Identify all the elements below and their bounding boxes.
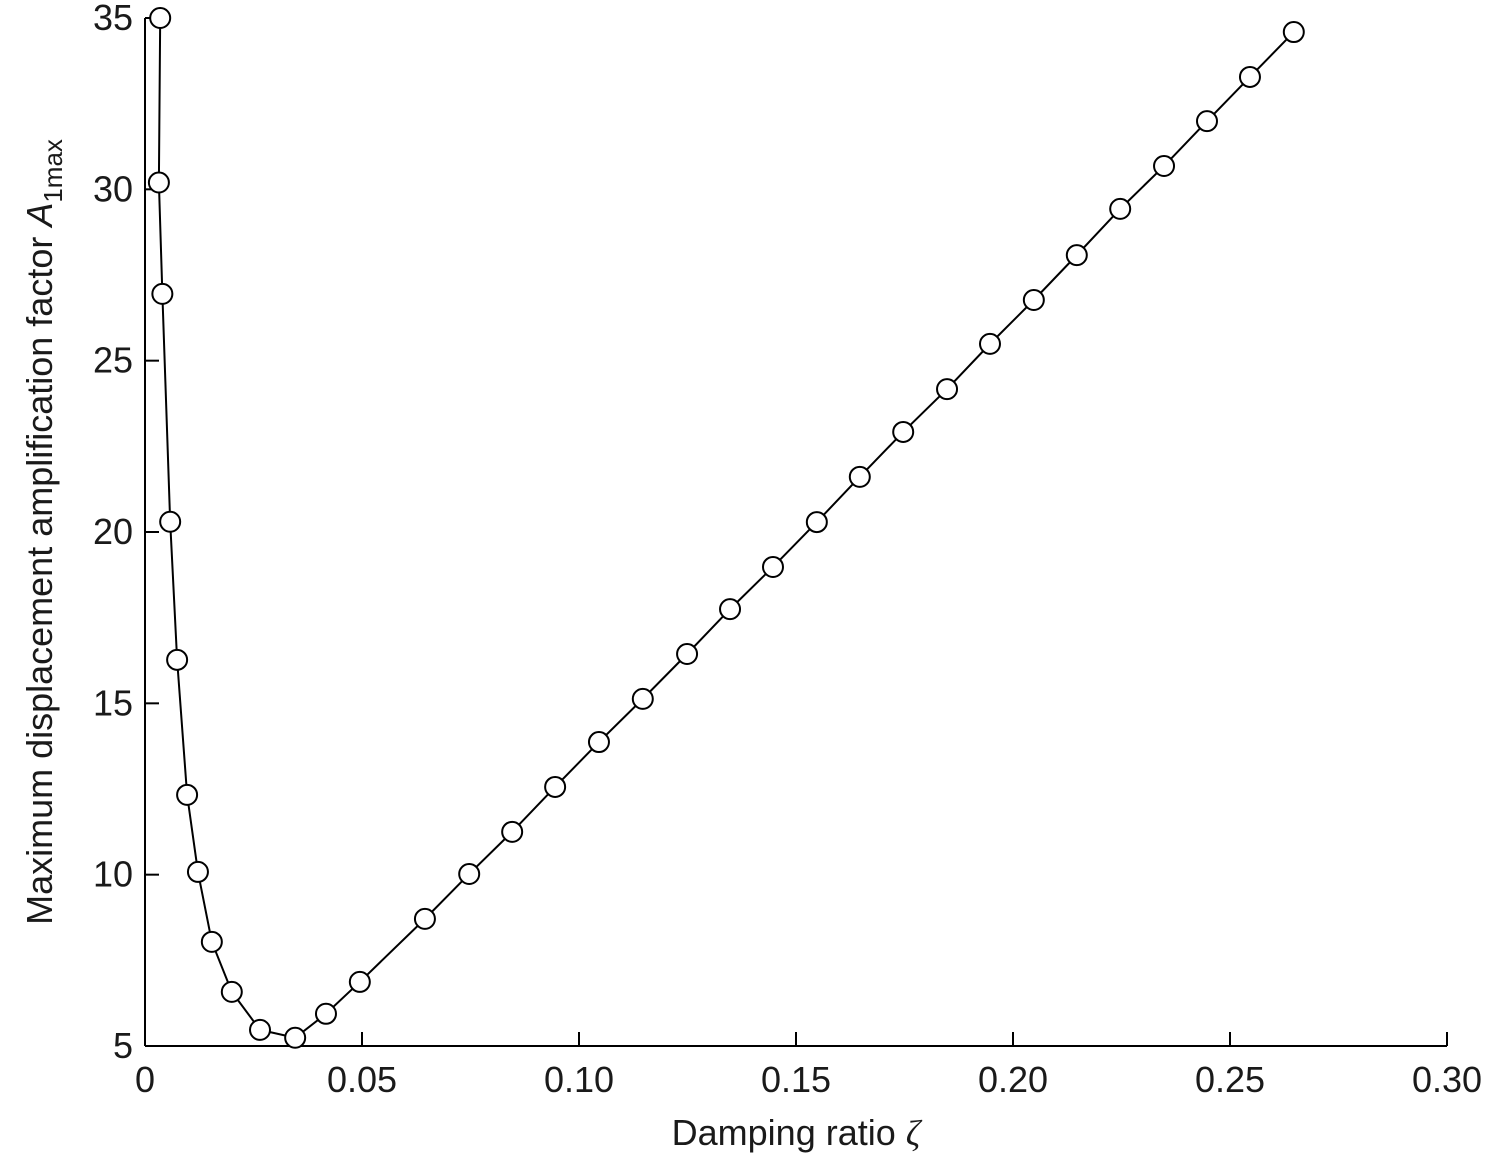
point (151, 282, 174, 305)
point (631, 687, 654, 710)
point (200, 930, 223, 953)
x-tick-label: 0.05 (327, 1059, 397, 1100)
point (458, 862, 481, 885)
point (159, 510, 182, 533)
y-tick-label: 5 (113, 1025, 133, 1066)
x-tick-label: 0.15 (761, 1059, 831, 1100)
point (936, 378, 959, 401)
point (186, 860, 209, 883)
point (176, 783, 199, 806)
y-tick-label: 35 (93, 0, 133, 38)
point (314, 1002, 337, 1025)
point (676, 642, 699, 665)
y-tick-label: 25 (93, 340, 133, 381)
point (284, 1026, 307, 1049)
point (1195, 110, 1218, 133)
point (249, 1018, 272, 1041)
point (1153, 155, 1176, 178)
point (544, 775, 567, 798)
x-tick-label: 0.20 (978, 1059, 1048, 1100)
point (848, 465, 871, 488)
point (1022, 289, 1045, 312)
y-tick-label: 15 (93, 682, 133, 723)
y-tick-label: 30 (93, 168, 133, 209)
x-tick-label: 0.25 (1195, 1059, 1265, 1100)
point (805, 511, 828, 534)
point (1238, 65, 1261, 88)
point (1109, 197, 1132, 220)
x-label-symbol: ζ (906, 1113, 923, 1153)
point (149, 7, 172, 29)
point (1065, 244, 1088, 267)
point (719, 598, 742, 621)
point (348, 970, 371, 993)
point (978, 332, 1001, 355)
x-label-text: Damping ratio (672, 1112, 906, 1153)
y-axis-label: Maximum displacement amplification facto… (19, 139, 68, 925)
x-tick-label: 0.30 (1412, 1059, 1482, 1100)
y-label-symbol: A (19, 203, 60, 229)
point (147, 171, 170, 194)
x-tick-label: 0.10 (544, 1059, 614, 1100)
point (892, 420, 915, 443)
x-axis-label: Damping ratio ζ (672, 1112, 923, 1153)
point (1282, 21, 1305, 44)
point (587, 731, 610, 754)
x-tick-label: 0 (135, 1059, 155, 1100)
point (413, 907, 436, 930)
y-tick-label: 20 (93, 511, 133, 552)
point (761, 555, 784, 578)
y-label-text: Maximum displacement amplification facto… (19, 227, 60, 925)
point (166, 648, 189, 671)
point (220, 980, 243, 1003)
y-tick-label: 10 (93, 854, 133, 895)
point (501, 820, 524, 843)
series-line (157, 17, 1295, 1039)
y-label-subscript: 1max (38, 139, 68, 203)
